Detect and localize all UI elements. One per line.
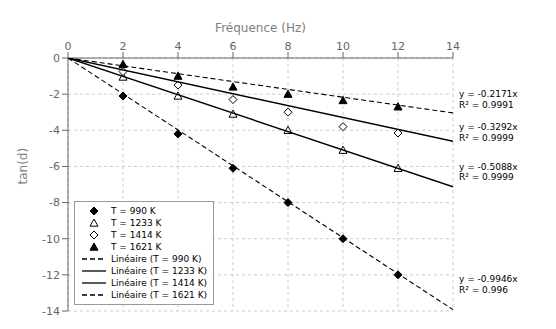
- html-text:T = 1233 K: T = 1233 K: [111, 218, 162, 228]
- svg-text:R² = 0.996: R² = 0.996: [459, 285, 508, 295]
- html-text:T = 990 K: T = 990 K: [111, 206, 156, 216]
- svg-text:-6: -6: [49, 160, 60, 173]
- svg-text:-10: -10: [42, 233, 60, 246]
- svg-text:-2: -2: [49, 88, 60, 101]
- svg-text:R² = 0.9991: R² = 0.9991: [459, 100, 514, 110]
- svg-text:0: 0: [65, 40, 72, 53]
- svg-text:-8: -8: [49, 196, 60, 209]
- svg-text:-14: -14: [42, 305, 60, 318]
- svg-text:0: 0: [53, 52, 60, 65]
- svg-text:tan(d): tan(d): [16, 148, 30, 185]
- svg-text:14: 14: [446, 40, 460, 53]
- html-text:Linéaire (T = 1621 K): Linéaire (T = 1621 K): [111, 290, 208, 300]
- svg-text:y = -0.3292x: y = -0.3292x: [459, 122, 518, 132]
- svg-text:-12: -12: [42, 269, 60, 282]
- html-text:Linéaire (T = 990 K): Linéaire (T = 990 K): [111, 254, 202, 264]
- svg-text:Fréquence (Hz): Fréquence (Hz): [215, 21, 306, 35]
- svg-text:y = -0.5088x: y = -0.5088x: [459, 162, 518, 172]
- svg-text:10: 10: [336, 40, 350, 53]
- svg-text:R² = 0.9999: R² = 0.9999: [459, 172, 514, 182]
- svg-text:2: 2: [120, 40, 127, 53]
- svg-text:-4: -4: [49, 124, 60, 137]
- svg-text:R² = 0.9999: R² = 0.9999: [459, 133, 514, 143]
- html-text:Linéaire (T = 1233 K): Linéaire (T = 1233 K): [111, 266, 208, 276]
- svg-text:4: 4: [175, 40, 182, 53]
- html-text:Linéaire (T = 1414 K): Linéaire (T = 1414 K): [111, 278, 208, 288]
- html-text:T = 1414 K: T = 1414 K: [111, 230, 162, 240]
- svg-text:6: 6: [230, 40, 237, 53]
- svg-text:y = -0.2171x: y = -0.2171x: [459, 89, 518, 99]
- svg-text:y = -0.9946x: y = -0.9946x: [459, 274, 518, 284]
- html-text:T = 1621 K: T = 1621 K: [111, 242, 162, 252]
- svg-text:8: 8: [285, 40, 292, 53]
- svg-text:12: 12: [391, 40, 405, 53]
